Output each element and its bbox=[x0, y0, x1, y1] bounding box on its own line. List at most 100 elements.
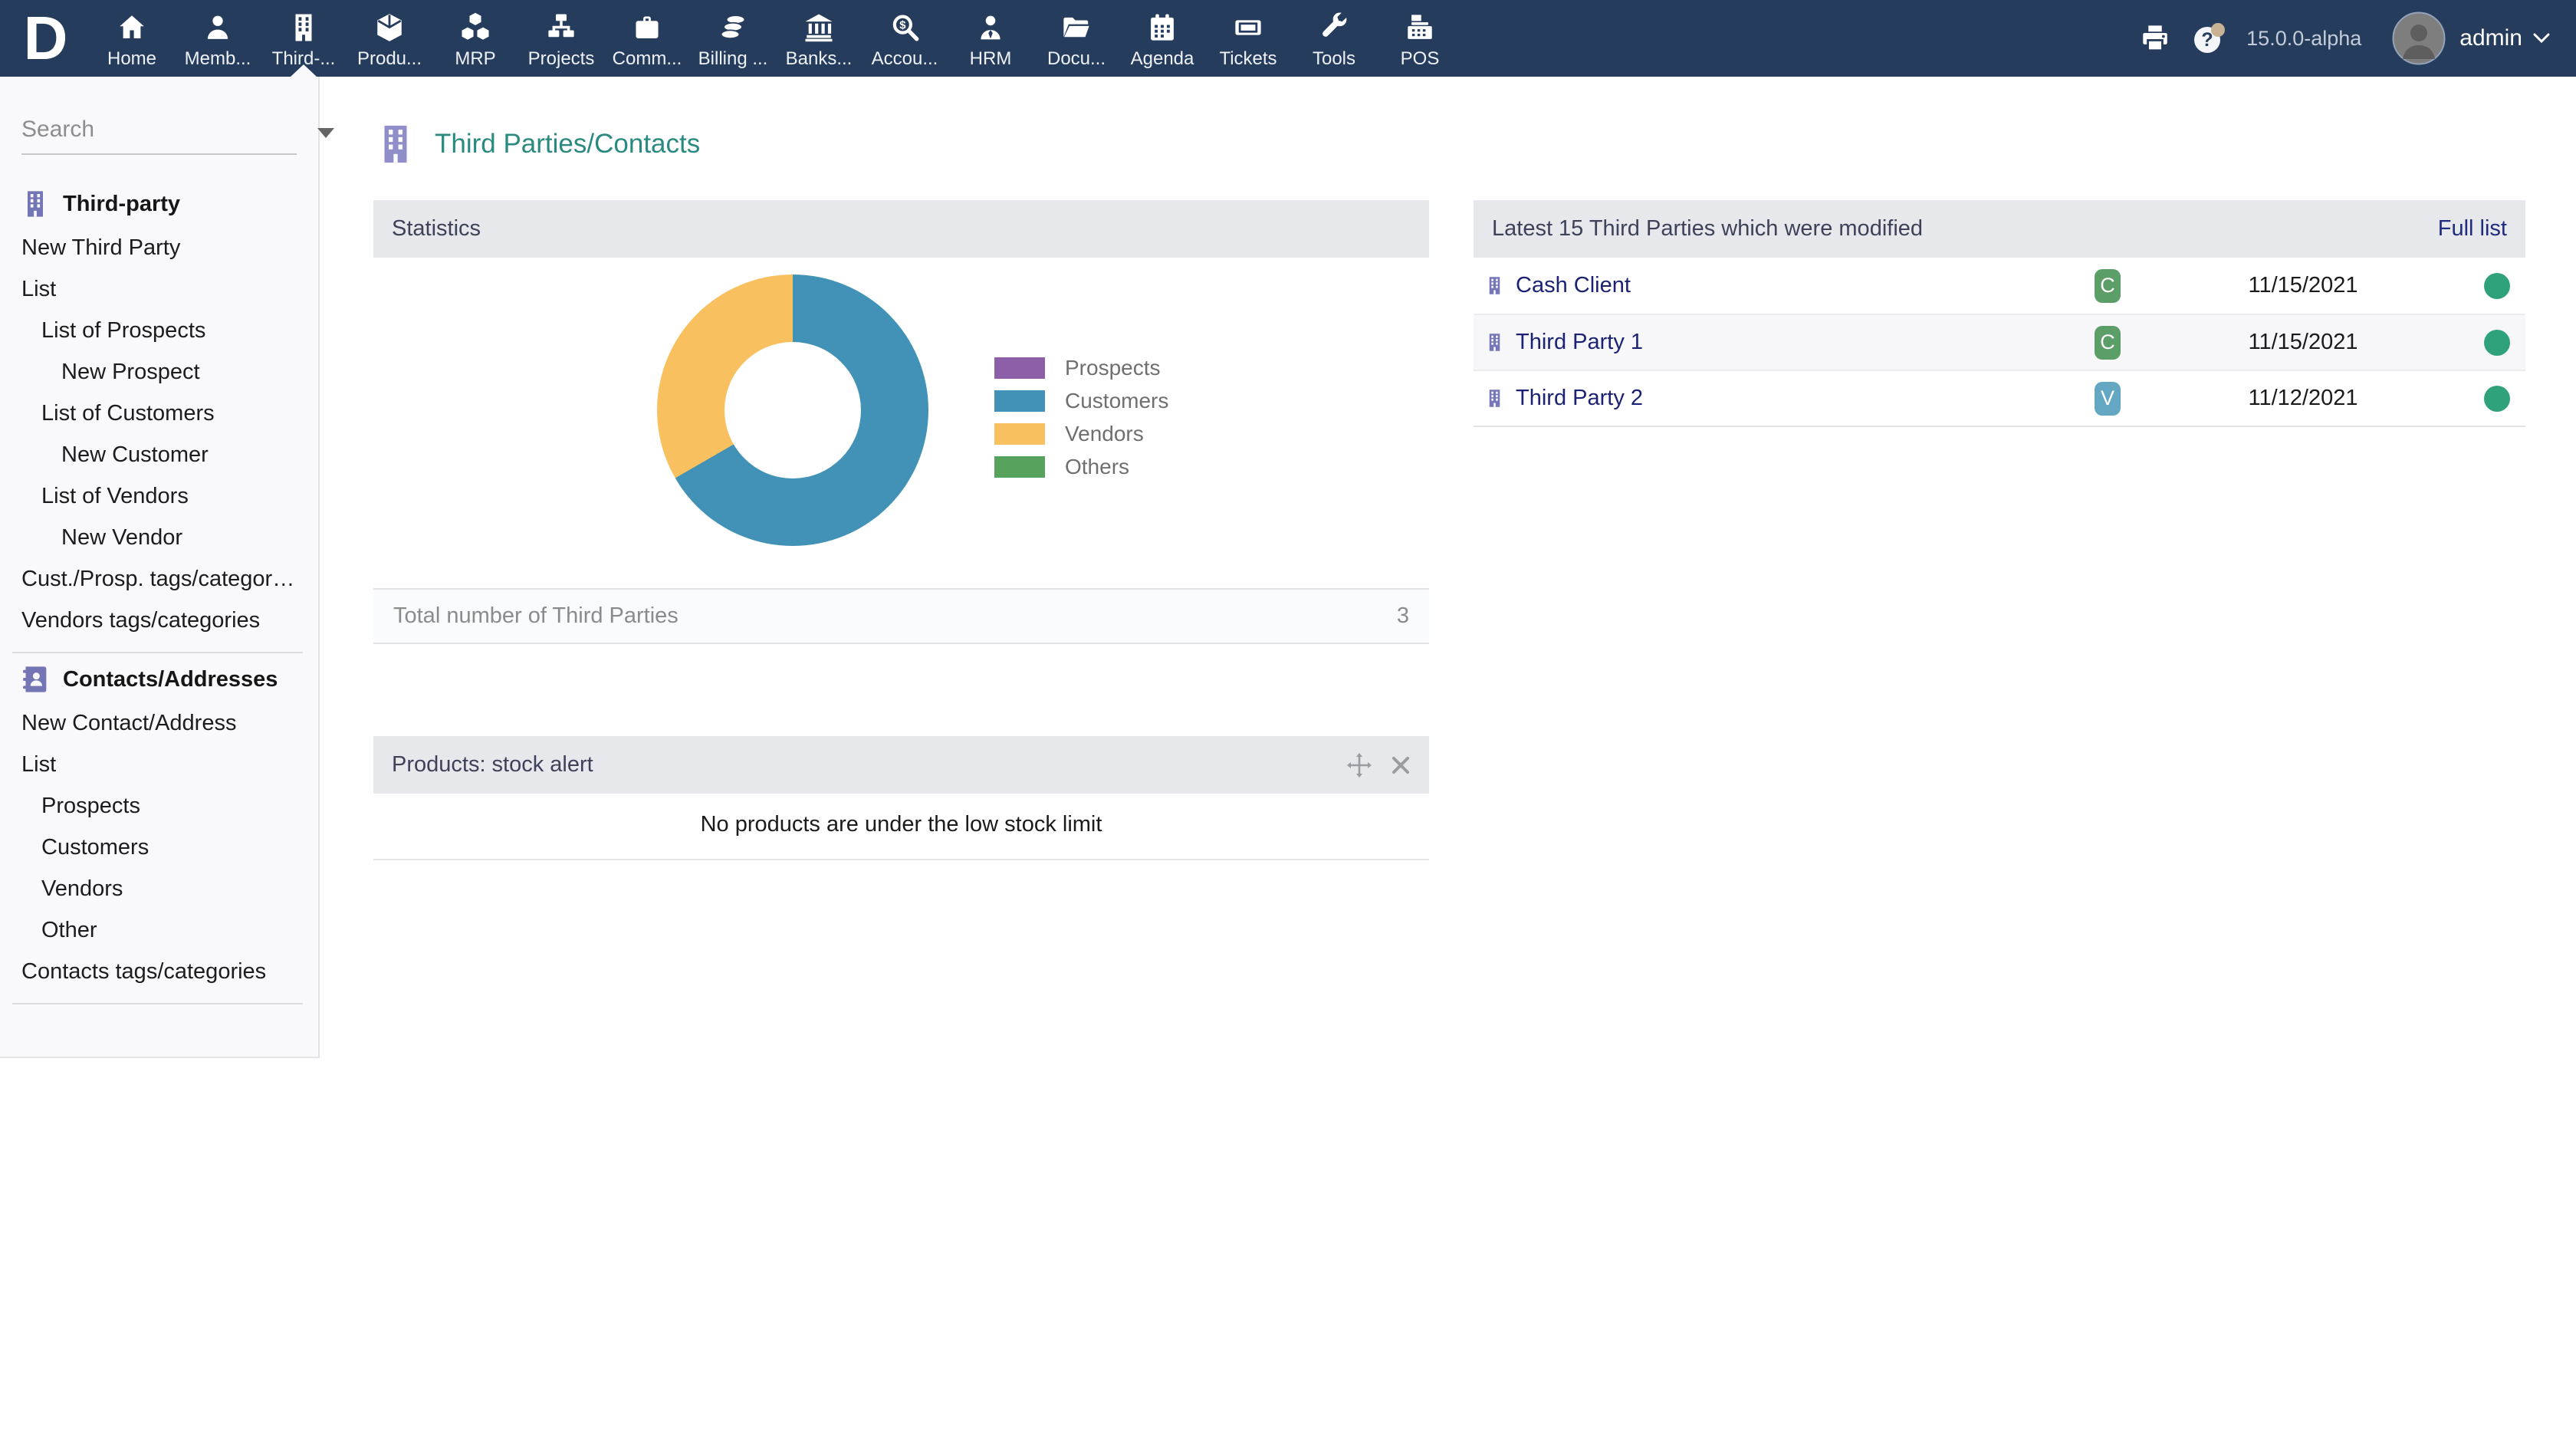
statistics-header: Statistics bbox=[373, 200, 1429, 258]
address-book-icon bbox=[23, 666, 47, 692]
nav-item-tools[interactable]: Tools bbox=[1291, 0, 1377, 77]
sidebar-item-new-contact[interactable]: New Contact/Address bbox=[21, 711, 237, 735]
sidebar-section-header[interactable]: Contacts/Addresses bbox=[0, 664, 318, 695]
full-list-link[interactable]: Full list bbox=[2437, 216, 2507, 241]
sidebar-item-list-of-customers[interactable]: List of Customers bbox=[41, 401, 215, 426]
nav-item-hrm[interactable]: HRM bbox=[948, 0, 1033, 77]
latest-title: Latest 15 Third Parties which were modif… bbox=[1492, 216, 1924, 241]
nav-item-mrp[interactable]: MRP bbox=[432, 0, 518, 77]
search-input[interactable] bbox=[21, 117, 317, 143]
nav-item-accountancy[interactable]: $ Accou... bbox=[862, 0, 948, 77]
sidebar-section-contacts: Contacts/Addresses New Contact/Address L… bbox=[0, 664, 318, 992]
latest-rows: Cash Client C 11/15/2021 Third Party 1 C… bbox=[1474, 258, 2525, 427]
legend-swatch bbox=[994, 357, 1045, 379]
legend-item-others: Others bbox=[994, 455, 1168, 478]
nav-item-banks[interactable]: Banks... bbox=[776, 0, 862, 77]
latest-third-parties-widget: Latest 15 Third Parties which were modif… bbox=[1474, 200, 2525, 427]
sidebar-item-list-of-prospects[interactable]: List of Prospects bbox=[41, 318, 206, 343]
building-icon bbox=[1489, 390, 1500, 407]
sidebar-item-contact-prospects[interactable]: Prospects bbox=[41, 794, 140, 818]
nav-item-members[interactable]: Memb... bbox=[175, 0, 261, 77]
sidebar-item-new-prospect[interactable]: New Prospect bbox=[61, 360, 200, 384]
sidebar-item-contact-vendors[interactable]: Vendors bbox=[41, 876, 123, 901]
sidebar-item-new-customer[interactable]: New Customer bbox=[61, 442, 209, 467]
nav-item-home[interactable]: Home bbox=[89, 0, 175, 77]
donut-chart bbox=[657, 275, 928, 546]
projects-icon bbox=[545, 10, 577, 45]
sidebar-item-list[interactable]: List bbox=[21, 277, 57, 301]
statistics-widget: Statistics Prospects Customers bbox=[373, 200, 1429, 644]
sidebar-item-contacts-tags[interactable]: Contacts tags/categories bbox=[21, 959, 267, 984]
left-column: Statistics Prospects Customers bbox=[373, 200, 1429, 860]
svg-text:?: ? bbox=[2202, 29, 2213, 51]
legend-label: Vendors bbox=[1065, 421, 1144, 445]
modified-date: 11/15/2021 bbox=[2248, 273, 2358, 298]
third-party-icon bbox=[288, 10, 320, 45]
sidebar-item-new-third-party[interactable]: New Third Party bbox=[21, 235, 181, 260]
main-content: Third Parties/Contacts Statistics Prospe… bbox=[320, 77, 2576, 860]
nav-label: Memb... bbox=[184, 48, 251, 69]
legend-label: Prospects bbox=[1065, 355, 1161, 380]
nav-item-pos[interactable]: POS bbox=[1377, 0, 1463, 77]
sidebar-item-vendors-tags[interactable]: Vendors tags/categories bbox=[21, 608, 261, 633]
building-icon bbox=[28, 191, 43, 217]
nav-item-products[interactable]: Produ... bbox=[347, 0, 432, 77]
chevron-down-icon[interactable] bbox=[2533, 33, 2550, 44]
banks-icon bbox=[803, 10, 835, 45]
sidebar-section-header[interactable]: Third-party bbox=[0, 189, 318, 219]
status-badge: C bbox=[2095, 325, 2121, 360]
right-column: Latest 15 Third Parties which were modif… bbox=[1474, 200, 2525, 427]
pos-icon bbox=[1404, 10, 1436, 45]
user-menu[interactable]: admin bbox=[2459, 25, 2522, 51]
nav-label: Billing ... bbox=[698, 48, 768, 69]
legend-item-prospects: Prospects bbox=[994, 355, 1168, 380]
dolibarr-logo[interactable]: D bbox=[23, 4, 68, 72]
table-row: Third Party 1 C 11/15/2021 bbox=[1474, 314, 2525, 370]
nav-item-documents[interactable]: Docu... bbox=[1033, 0, 1119, 77]
nav-item-billing[interactable]: Billing ... bbox=[690, 0, 776, 77]
nav-item-projects[interactable]: Projects bbox=[518, 0, 604, 77]
nav-item-tickets[interactable]: Tickets bbox=[1205, 0, 1291, 77]
nav-item-agenda[interactable]: Agenda bbox=[1119, 0, 1205, 77]
nav-item-third-party[interactable]: Third-... bbox=[261, 0, 347, 77]
third-party-name-cell: Third Party 2 bbox=[1484, 386, 2073, 411]
status-dot bbox=[2484, 329, 2510, 356]
sidebar-item-contact-list[interactable]: List bbox=[21, 752, 57, 777]
sidebar-item-contact-other[interactable]: Other bbox=[41, 918, 97, 942]
svg-text:$: $ bbox=[899, 19, 906, 31]
status-dot bbox=[2484, 385, 2510, 412]
sidebar-item-cust-prosp-tags[interactable]: Cust./Prosp. tags/categor… bbox=[21, 567, 295, 591]
avatar[interactable] bbox=[2392, 12, 2446, 65]
close-icon[interactable] bbox=[1391, 755, 1411, 775]
tickets-icon bbox=[1232, 10, 1264, 45]
nav-label: Docu... bbox=[1046, 48, 1106, 69]
nav-item-commerce[interactable]: Comm... bbox=[604, 0, 690, 77]
sidebar-divider bbox=[12, 652, 303, 653]
status-dot bbox=[2484, 272, 2510, 299]
third-party-link[interactable]: Cash Client bbox=[1516, 273, 1631, 298]
sidebar-item-new-vendor[interactable]: New Vendor bbox=[61, 525, 182, 550]
move-icon[interactable] bbox=[1346, 752, 1372, 778]
print-icon[interactable] bbox=[2139, 22, 2171, 54]
section-title: Contacts/Addresses bbox=[63, 666, 278, 692]
nav-label: HRM bbox=[969, 48, 1012, 69]
tools-icon bbox=[1318, 10, 1350, 45]
chart-legend: Prospects Customers Vendors Others bbox=[994, 355, 1168, 478]
building-icon bbox=[1489, 277, 1500, 294]
help-icon[interactable]: ? bbox=[2191, 21, 2226, 56]
third-party-link[interactable]: Third Party 1 bbox=[1516, 330, 1643, 354]
page-title-row: Third Parties/Contacts bbox=[373, 123, 2525, 166]
search-dropdown-caret[interactable] bbox=[317, 128, 334, 138]
third-party-link[interactable]: Third Party 2 bbox=[1516, 386, 1643, 410]
top-navbar: D Home Memb... Third-... Produ... MRP Pr… bbox=[0, 0, 2576, 77]
hrm-icon bbox=[974, 10, 1007, 45]
sidebar-item-list-of-vendors[interactable]: List of Vendors bbox=[41, 484, 189, 508]
documents-icon bbox=[1060, 10, 1092, 45]
sidebar-item-contact-customers[interactable]: Customers bbox=[41, 835, 150, 860]
search-box bbox=[21, 117, 334, 155]
building-icon bbox=[1489, 334, 1500, 351]
nav-label: Agenda bbox=[1130, 48, 1194, 69]
products-icon bbox=[373, 10, 406, 45]
nav-label: Banks... bbox=[785, 48, 853, 69]
nav-label: Projects bbox=[527, 48, 595, 69]
